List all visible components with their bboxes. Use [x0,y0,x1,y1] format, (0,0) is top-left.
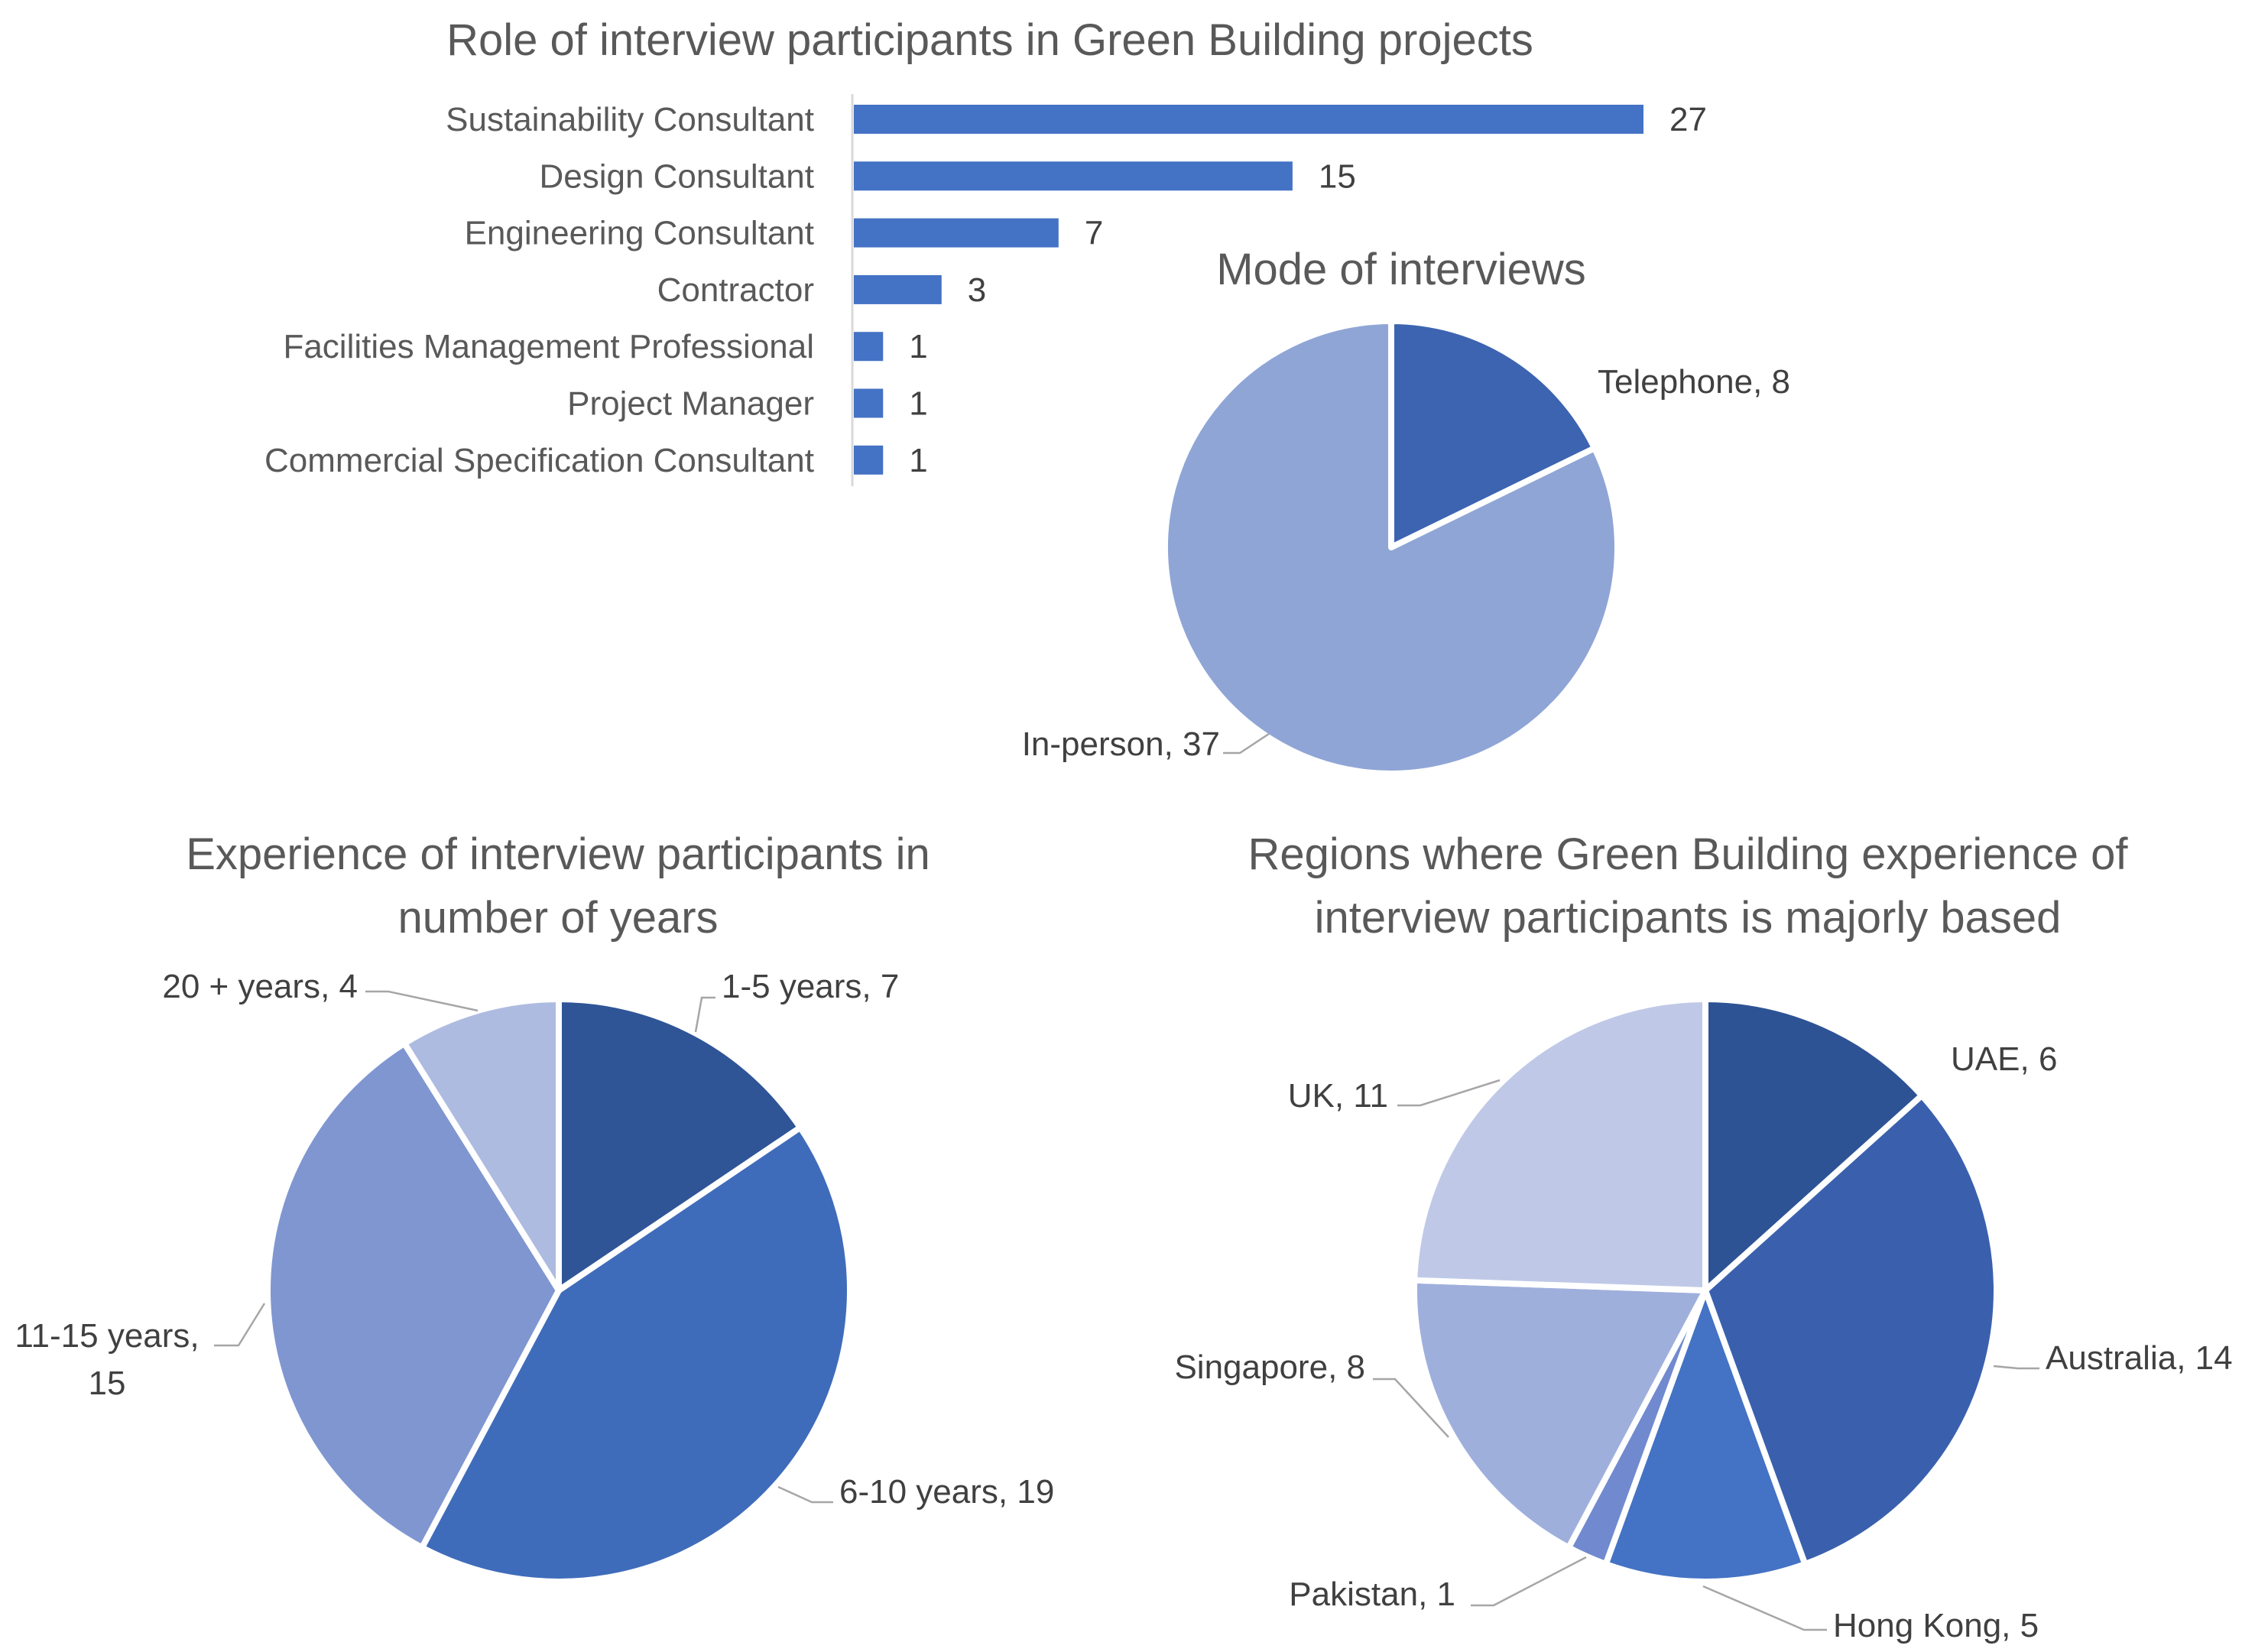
leader-11-15-years [214,1303,266,1347]
pie-slice-singapore [1411,1277,1708,1551]
bar-design-consultant [854,161,1293,191]
bar-category-label-contractor: Contractor [657,271,814,309]
bar-category-label-commercial-specification-consultant: Commercial Specification Consultant [264,442,814,479]
mode-pie [1162,318,1621,777]
regions-pie-chart: Regions where Green Building experience … [1174,829,2232,1644]
pie-label-20-plus-years: 20 + years, 4 [162,968,358,1005]
regions-chart-title-line-1: Regions where Green Building experience … [1248,829,2128,879]
pie-slice-1-5-years [556,996,803,1293]
pie-slice-uk [1411,996,1708,1293]
bar-category-label-engineering-consultant: Engineering Consultant [465,215,814,252]
bar-contractor [854,274,942,304]
experience-pie-chart: Experience of interview participants in … [15,829,1054,1585]
bar-value-label-design-consultant: 15 [1319,157,1356,195]
leader-1-5-years [694,996,715,1033]
pie-label-uae: UAE, 6 [1951,1040,2057,1078]
pie-slice-telephone [1388,318,1598,550]
leader-20-plus-years [365,990,479,1012]
bar-commercial-specification-consultant [854,445,884,475]
mode-chart-title: Mode of interviews [1216,245,1586,294]
pie-slice-uae [1702,996,1926,1293]
bar-sustainability-consultant [854,105,1643,134]
pie-slice-20-plus-years [401,996,562,1293]
regions-chart-title-line-2: interview participants is majorly based [1315,893,2062,943]
mode-pie-chart: Mode of interviews Telephone, 8 In-perso… [1022,245,1790,777]
leader-in-person [1223,732,1270,755]
bar-value-label-project-manager: 1 [909,385,927,423]
bar-category-label-sustainability-consultant: Sustainability Consultant [446,101,814,138]
bar-value-label-sustainability-consultant: 27 [1669,101,1707,138]
pie-label-11-15-years-line-2: 15 [89,1365,126,1402]
leader-hong-kong [1702,1585,1827,1631]
pie-slice-6-10-years [419,1124,853,1585]
leader-uk [1397,1079,1501,1107]
experience-chart-title-line-1: Experience of interview participants in [186,829,930,879]
pie-label-australia: Australia, 14 [2046,1339,2233,1377]
pie-slice-in-person [1162,318,1621,777]
pie-label-11-15-years-line-1: 11-15 years, [15,1317,199,1355]
bar-engineering-consultant [854,218,1059,248]
roles-bar-chart: Role of interview participants in Green … [264,15,1707,486]
bar-value-label-commercial-specification-consultant: 1 [909,442,927,479]
roles-bars: Sustainability Consultant 27 Design Consul… [264,101,1707,479]
pie-slice-australia [1702,1092,2000,1568]
leader-6-10-years [777,1485,833,1504]
experience-pie [264,996,853,1585]
bar-value-label-engineering-consultant: 7 [1085,215,1103,252]
bar-value-label-facilities-management-professional: 1 [909,328,927,365]
experience-pie-labels: 1-5 years, 7 6-10 years, 19 11-15 years,… [15,968,1054,1511]
pie-label-singapore: Singapore, 8 [1174,1349,1365,1386]
pie-label-uk: UK, 11 [1288,1077,1388,1115]
bar-project-manager [854,388,884,418]
bar-category-label-project-manager: Project Manager [567,385,814,423]
pie-label-telephone: Telephone, 8 [1598,363,1790,401]
bar-category-label-design-consultant: Design Consultant [539,157,814,195]
pie-slice-11-15-years [264,1040,562,1551]
regions-pie [1411,996,2000,1585]
bar-facilities-management-professional [854,332,884,362]
bar-category-label-facilities-management-professional: Facilities Management Professional [283,328,814,365]
pie-label-pakistan: Pakistan, 1 [1289,1576,1455,1613]
regions-pie-labels: UAE, 6 Australia, 14 Hong Kong, 5 Pakist… [1174,1040,2232,1644]
pie-label-in-person: In-person, 37 [1022,725,1220,763]
pie-label-hong-kong: Hong Kong, 5 [1833,1607,2039,1644]
roles-chart-title: Role of interview participants in Green … [446,15,1533,65]
leader-pakistan [1471,1556,1587,1607]
leader-australia [1993,1365,2039,1370]
leader-singapore [1373,1378,1449,1438]
experience-chart-title-line-2: number of years [397,893,718,943]
bar-value-label-contractor: 3 [968,271,986,309]
pie-slice-hong-kong [1602,1287,1809,1585]
pie-label-6-10-years: 6-10 years, 19 [839,1473,1054,1511]
pie-label-1-5-years: 1-5 years, 7 [722,968,899,1005]
mode-pie-labels: Telephone, 8 In-person, 37 [1022,363,1790,763]
